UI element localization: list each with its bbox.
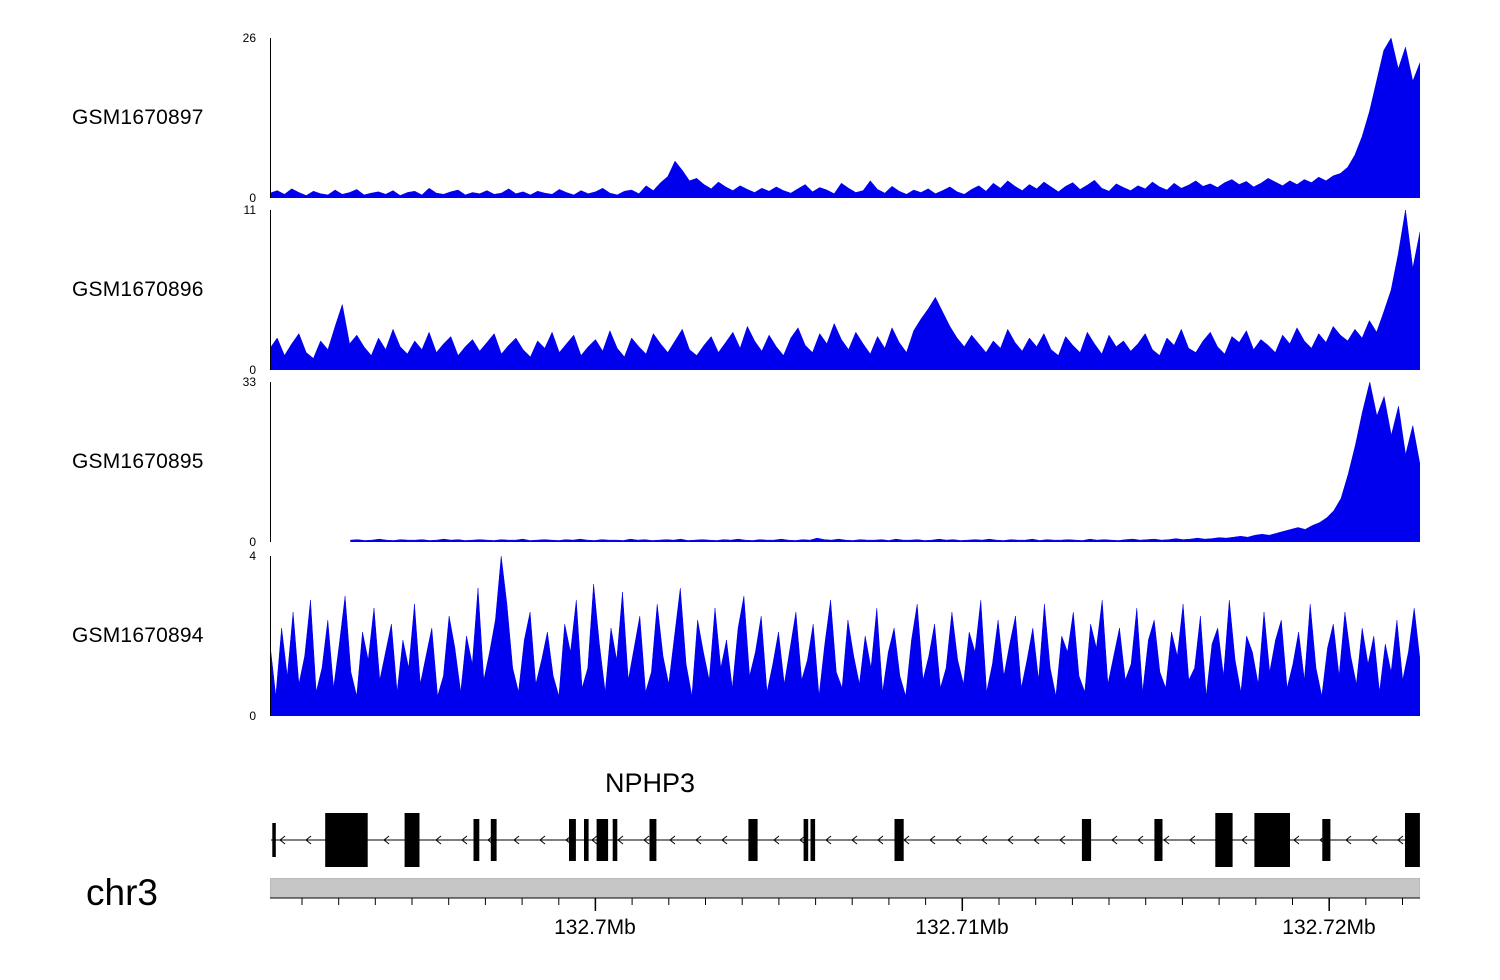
track-label: GSM1670896 [72, 278, 204, 301]
track-label: GSM1670894 [72, 624, 204, 647]
gene-name-label: NPHP3 [604, 768, 696, 798]
signal-track-row-1: GSM1670897 26 0 [0, 31, 1500, 205]
gene-model [271, 813, 1420, 867]
chromosome-ruler [270, 878, 1420, 911]
chromosome-label: chr3 [86, 872, 158, 913]
coverage-area [270, 382, 1420, 542]
coordinate-tick-label: 132.7Mb [554, 916, 636, 939]
signal-track-row-3: GSM1670895 33 0 [0, 375, 1500, 549]
track-label: GSM1670895 [72, 450, 204, 473]
signal-track-row-2: GSM1670896 11 0 [0, 203, 1500, 377]
y-axis-max: 4 [249, 549, 256, 563]
y-axis-zero: 0 [249, 363, 256, 377]
coverage-area [270, 556, 1420, 716]
signal-track-row-4: GSM1670894 4 0 [0, 549, 1500, 723]
coordinate-tick-label: 132.71Mb [915, 916, 1009, 939]
y-axis-max: 26 [242, 31, 256, 45]
coverage-area [270, 38, 1420, 198]
y-axis-zero: 0 [249, 191, 256, 205]
y-axis-max: 33 [242, 375, 256, 389]
coverage-area [270, 210, 1420, 370]
track-label: GSM1670897 [72, 106, 204, 129]
coordinate-tick-label: 132.72Mb [1282, 916, 1376, 939]
y-axis-zero: 0 [249, 535, 256, 549]
y-axis-max: 11 [243, 203, 256, 217]
y-axis-zero: 0 [249, 709, 256, 723]
